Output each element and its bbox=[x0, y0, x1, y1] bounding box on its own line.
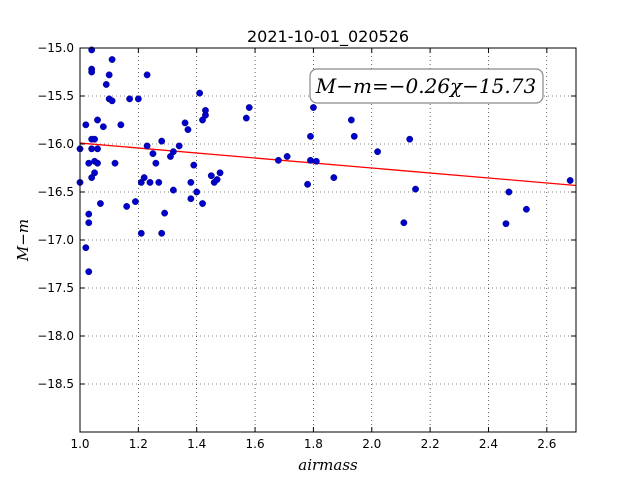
data-point bbox=[242, 114, 250, 122]
data-point bbox=[82, 121, 90, 129]
data-point bbox=[310, 104, 317, 111]
data-point bbox=[143, 142, 151, 150]
data-point bbox=[108, 56, 116, 63]
data-point bbox=[566, 177, 574, 184]
data-point bbox=[158, 137, 166, 145]
x-tick-label: 2.0 bbox=[362, 437, 381, 451]
axis-ticks: 1.0 1.2 1.4 1.6 1.8 2.0 2.2 2.4 2.6 −15.0 −15.5 −16… bbox=[37, 41, 576, 451]
y-tick-label: −15.5 bbox=[37, 89, 74, 103]
data-point bbox=[158, 229, 166, 237]
x-tick-label: 2.4 bbox=[479, 437, 498, 451]
data-point bbox=[149, 150, 157, 158]
data-point bbox=[216, 169, 224, 177]
data-point bbox=[94, 145, 101, 153]
data-point bbox=[187, 195, 195, 203]
data-point bbox=[184, 126, 192, 134]
data-point bbox=[350, 132, 358, 140]
data-point bbox=[85, 210, 93, 218]
data-point bbox=[146, 178, 154, 186]
data-point bbox=[245, 104, 253, 111]
data-point bbox=[312, 157, 320, 165]
data-point bbox=[111, 159, 119, 167]
data-points bbox=[76, 46, 574, 276]
data-point bbox=[502, 220, 510, 228]
data-point bbox=[412, 185, 419, 193]
data-point bbox=[505, 188, 513, 196]
data-point bbox=[155, 178, 163, 186]
y-tick-label: −17.5 bbox=[37, 281, 74, 295]
data-point bbox=[82, 244, 90, 252]
data-point bbox=[213, 176, 221, 183]
x-tick-label: 1.8 bbox=[304, 437, 323, 451]
x-tick-label: 1.2 bbox=[129, 437, 148, 451]
data-point bbox=[143, 71, 151, 79]
x-tick-label: 2.2 bbox=[421, 437, 440, 451]
data-point bbox=[91, 135, 98, 143]
data-point bbox=[175, 142, 183, 150]
data-point bbox=[88, 145, 96, 153]
data-point bbox=[137, 229, 145, 237]
data-point bbox=[85, 159, 93, 167]
annotation-box bbox=[309, 68, 544, 104]
data-point bbox=[117, 121, 125, 129]
x-tick-label: 1.6 bbox=[246, 437, 265, 451]
data-point bbox=[99, 123, 107, 131]
data-point bbox=[91, 169, 98, 177]
data-point bbox=[88, 68, 96, 76]
data-point bbox=[161, 209, 169, 217]
fit-equation: M−m=−0.26χ−15.73 bbox=[315, 74, 536, 98]
data-point bbox=[523, 205, 530, 213]
data-point bbox=[94, 116, 101, 124]
data-point bbox=[307, 156, 314, 164]
data-point bbox=[190, 161, 198, 169]
data-point bbox=[374, 148, 381, 156]
data-point bbox=[108, 97, 116, 105]
data-point bbox=[85, 219, 93, 227]
data-point bbox=[193, 188, 201, 196]
data-point bbox=[126, 95, 134, 103]
data-point bbox=[169, 148, 177, 156]
data-point bbox=[196, 89, 204, 97]
data-point bbox=[169, 186, 177, 194]
data-point bbox=[202, 111, 209, 119]
y-tick-label: −16.0 bbox=[37, 137, 74, 151]
data-point bbox=[132, 198, 139, 206]
data-point bbox=[406, 135, 414, 143]
y-tick-label: −17.0 bbox=[37, 233, 74, 247]
data-point bbox=[347, 116, 355, 124]
data-point bbox=[400, 219, 408, 227]
fit-annotation: M−m=−0.26χ−15.73 bbox=[309, 68, 544, 104]
data-point bbox=[181, 119, 189, 127]
data-point bbox=[307, 132, 314, 140]
chart-title: 2021-10-01_020526 bbox=[247, 27, 409, 47]
data-point bbox=[94, 159, 101, 167]
x-tick-label: 2.6 bbox=[537, 437, 556, 451]
data-point bbox=[207, 172, 215, 180]
x-tick-label: 1.0 bbox=[70, 437, 89, 451]
data-point bbox=[274, 156, 282, 164]
data-point bbox=[140, 174, 148, 182]
y-tick-label: −15.0 bbox=[37, 41, 74, 55]
data-point bbox=[330, 174, 338, 182]
data-point bbox=[199, 200, 206, 207]
x-axis-label: airmass bbox=[298, 456, 358, 474]
y-tick-label: −18.0 bbox=[37, 329, 74, 343]
fit-line-group bbox=[79, 142, 577, 187]
data-point bbox=[102, 81, 110, 88]
y-tick-label: −16.5 bbox=[37, 185, 74, 199]
data-point bbox=[85, 268, 93, 276]
y-tick-label: −18.5 bbox=[37, 377, 74, 391]
y-axis-label: M−m bbox=[14, 219, 32, 262]
data-point bbox=[283, 153, 291, 160]
data-point bbox=[97, 200, 104, 207]
data-point bbox=[187, 178, 195, 186]
data-point bbox=[152, 159, 160, 167]
data-point bbox=[105, 71, 113, 79]
data-point bbox=[134, 95, 142, 103]
data-point bbox=[304, 180, 311, 188]
data-point bbox=[123, 202, 131, 210]
fit-line bbox=[79, 142, 577, 187]
x-tick-label: 1.4 bbox=[187, 437, 206, 451]
